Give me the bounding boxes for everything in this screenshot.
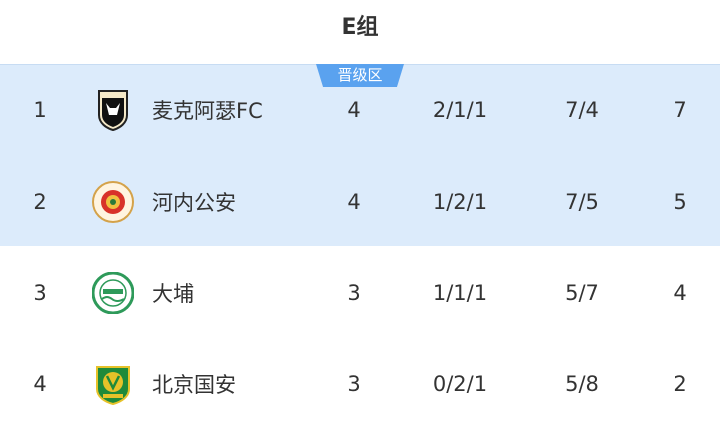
team-name[interactable]: 北京国安	[152, 373, 236, 397]
win-draw-loss: 2/1/1	[432, 98, 488, 122]
goals-for-against: 7/4	[565, 98, 599, 122]
win-draw-loss: 1/1/1	[432, 281, 488, 305]
win-draw-loss: 1/2/1	[432, 190, 488, 214]
tai-po-logo	[92, 272, 134, 314]
team-name[interactable]: 河内公安	[152, 191, 236, 215]
table-row[interactable]: 2 河内公安 4 1/2/1 7/5 5	[0, 156, 720, 248]
table-row[interactable]: 3 大埔 3 1/1/1 5/7 4	[0, 247, 720, 339]
cong-an-ha-noi-logo	[92, 181, 134, 223]
macarthur-fc-logo	[98, 90, 128, 131]
beijing-guoan-logo	[96, 366, 130, 405]
promotion-zone-badge: 晋级区	[316, 64, 404, 87]
goals-for-against: 7/5	[565, 190, 599, 214]
team-name[interactable]: 麦克阿瑟FC	[152, 99, 263, 123]
points: 2	[673, 372, 687, 396]
played: 3	[347, 281, 361, 305]
points: 4	[673, 281, 687, 305]
points: 7	[673, 98, 687, 122]
points: 5	[673, 190, 687, 214]
table-row[interactable]: 4 北京国安 3 0/2/1 5/8 2	[0, 338, 720, 430]
rank: 2	[33, 190, 47, 214]
group-title: E组	[341, 15, 379, 40]
rank: 3	[33, 281, 47, 305]
goals-for-against: 5/8	[565, 372, 599, 396]
table-row[interactable]: 1 麦克阿瑟FC 4 2/1/1 7/4 7	[0, 64, 720, 156]
goals-for-against: 5/7	[565, 281, 599, 305]
rank: 4	[33, 372, 47, 396]
rank: 1	[33, 98, 47, 122]
win-draw-loss: 0/2/1	[432, 372, 488, 396]
team-name[interactable]: 大埔	[152, 282, 194, 306]
played: 4	[347, 190, 361, 214]
played: 4	[347, 98, 361, 122]
played: 3	[347, 372, 361, 396]
